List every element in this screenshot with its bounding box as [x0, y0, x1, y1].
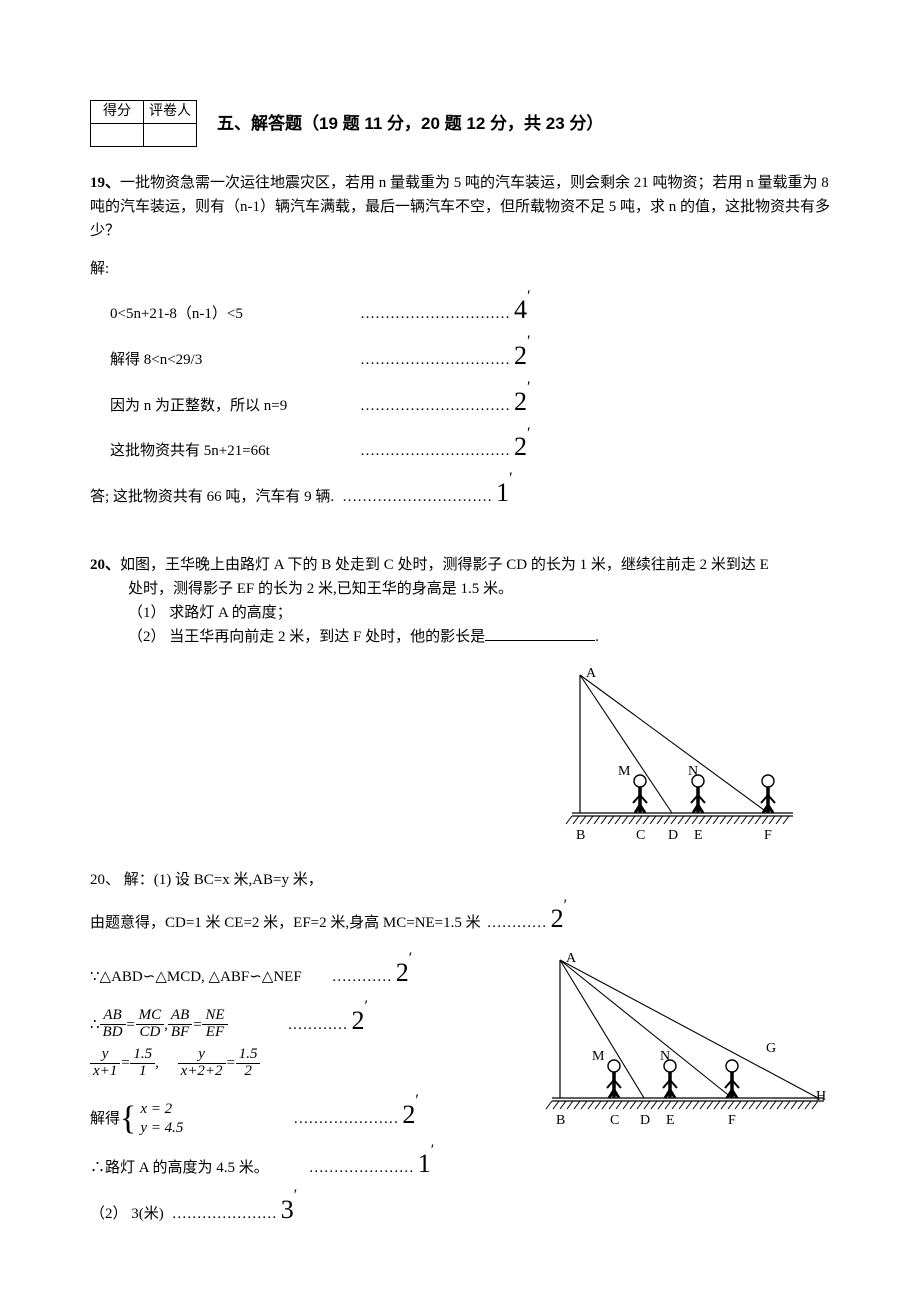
- q20-sol-l6: ∴路灯 A 的高度为 4.5 米。 ………………… 1′: [90, 1143, 530, 1185]
- q19-step-1: 0<5n+21-8（n-1）<5 ………………………… 4′: [110, 289, 840, 331]
- q19-sol-label: 解:: [90, 257, 840, 281]
- score-table: 得分 评卷人: [90, 100, 197, 147]
- svg-text:C: C: [610, 1113, 619, 1128]
- q19-text: 一批物资急需一次运往地震灾区，若用 n 量载重为 5 吨的汽车装运，则会剩余 2…: [90, 175, 830, 239]
- q19-number: 19、: [90, 175, 120, 191]
- svg-text:B: B: [576, 828, 585, 843]
- svg-text:E: E: [694, 828, 703, 843]
- svg-text:D: D: [668, 828, 678, 843]
- svg-text:M: M: [592, 1049, 605, 1064]
- svg-text:E: E: [666, 1113, 675, 1128]
- q20-part2: （2） 当王华再向前走 2 米，到达 F 处时，他的影长是.: [128, 625, 840, 649]
- question-19: 19、一批物资急需一次运往地震灾区，若用 n 量载重为 5 吨的汽车装运，则会剩…: [90, 171, 840, 243]
- figure-2: A M N G B C D E F H: [530, 948, 840, 1138]
- svg-text:N: N: [660, 1049, 670, 1064]
- q20-sol-head: 20、 解：(1) 设 BC=x 米,AB=y 米，: [90, 868, 840, 892]
- svg-text:F: F: [728, 1113, 736, 1128]
- svg-text:A: A: [586, 666, 597, 681]
- svg-text:A: A: [566, 951, 577, 966]
- svg-text:M: M: [618, 764, 631, 779]
- q20-number: 20、: [90, 557, 120, 573]
- q19-steps: 0<5n+21-8（n-1）<5 ………………………… 4′ 解得 8<n<29…: [110, 289, 840, 467]
- q20-part1: （1） 求路灯 A 的高度；: [128, 601, 840, 625]
- score-header: 得分: [91, 101, 144, 124]
- q20-sol-l7: （2） 3(米) ………………… 3′: [90, 1189, 530, 1231]
- grader-header: 评卷人: [144, 101, 197, 124]
- svg-text:H: H: [816, 1089, 826, 1104]
- svg-text:F: F: [764, 828, 772, 843]
- question-20: 20、如图，王华晚上由路灯 A 下的 B 处走到 C 处时，测得影子 CD 的长…: [90, 553, 840, 649]
- svg-text:N: N: [688, 764, 698, 779]
- svg-text:C: C: [636, 828, 645, 843]
- svg-text:B: B: [556, 1113, 565, 1128]
- svg-text:D: D: [640, 1113, 650, 1128]
- q19-step-4: 这批物资共有 5n+21=66t ………………………… 2′: [110, 426, 840, 468]
- q20-line2: 处时，测得影子 EF 的长为 2 米,已知王华的身高是 1.5 米。: [128, 577, 840, 601]
- fill-blank[interactable]: [485, 625, 595, 641]
- q20-sol-l4: yx+1 = 1.51 , yx+2+2 = 1.52: [90, 1047, 530, 1080]
- q20-line1: 如图，王华晚上由路灯 A 下的 B 处走到 C 处时，测得影子 CD 的长为 1…: [120, 557, 769, 573]
- q19-answer: 答; 这批物资共有 66 吨，汽车有 9 辆. ………………………… 1′: [90, 472, 840, 514]
- q20-sol-l3: ∴ ABBD = MCCD , ABBF = NEEF ………… 2′: [90, 1000, 530, 1042]
- q19-step-2: 解得 8<n<29/3 ………………………… 2′: [110, 335, 840, 377]
- section-title: 五、解答题（19 题 11 分，20 题 12 分，共 23 分）: [90, 110, 840, 137]
- q19-step-3: 因为 n 为正整数，所以 n=9 ………………………… 2′: [110, 381, 840, 423]
- svg-text:G: G: [766, 1041, 776, 1056]
- figure-1: A M N B C D E F: [550, 663, 810, 848]
- q20-sol-l2: ∵△ABD∽△MCD, △ABF∽△NEF ………… 2′: [90, 952, 530, 994]
- q20-sol-l5: 解得 { x = 2 y = 4.5 ………………… 2′: [90, 1094, 530, 1138]
- q20-sol-l1: 由题意得，CD=1 米 CE=2 米，EF=2 米,身高 MC=NE=1.5 米…: [90, 898, 840, 940]
